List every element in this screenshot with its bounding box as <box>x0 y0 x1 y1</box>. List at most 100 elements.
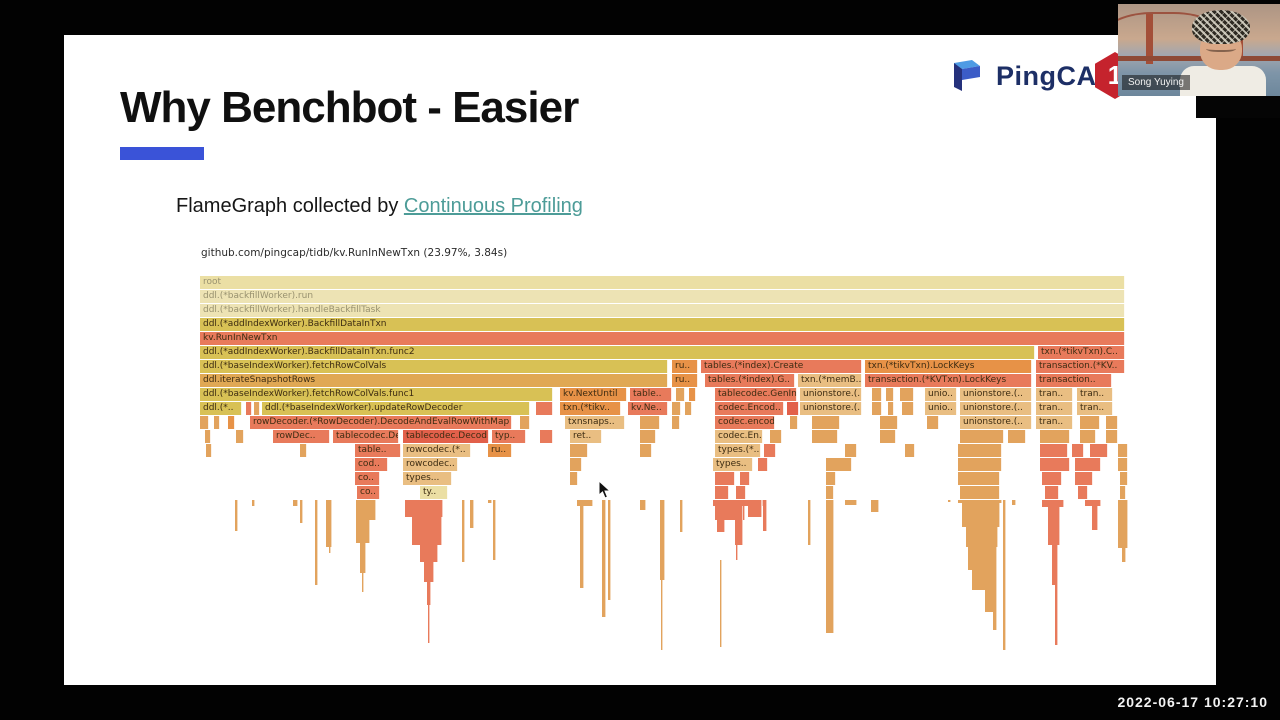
flame-block: ru.. <box>488 444 512 457</box>
flame-block: cod.. <box>354 458 388 471</box>
flame-spike <box>488 500 492 503</box>
flame-block: kv.NextUntil <box>560 388 627 401</box>
flame-block: co.. <box>357 486 380 499</box>
flame-spike <box>493 500 496 560</box>
flame-block <box>1120 486 1126 499</box>
flame-spike <box>580 506 584 588</box>
flame-block <box>672 402 681 415</box>
flame-block: ddl.(*baseIndexWorker).updateRowDecoder <box>262 402 530 415</box>
flame-block <box>1106 430 1118 443</box>
flame-block <box>902 402 914 415</box>
flame-block: types... <box>403 472 452 485</box>
flame-block: transaction.. <box>1036 374 1112 387</box>
flame-spike <box>1042 500 1064 507</box>
flame-block: ddl.(*.. <box>200 402 242 415</box>
flame-block <box>812 416 840 429</box>
flame-block: transaction.(*KVTxn).LockKeys <box>865 374 1032 387</box>
flame-block <box>1080 430 1096 443</box>
pingcap-logo-text: PingCAP <box>996 60 1116 91</box>
flame-spike <box>993 612 997 630</box>
flame-block <box>958 472 1000 485</box>
flame-block <box>960 430 1004 443</box>
flame-block <box>1072 444 1084 457</box>
flame-block: codec.Encod.. <box>715 402 784 415</box>
flame-block <box>1008 430 1026 443</box>
flame-block: tablecodec.GenIn.. <box>715 388 797 401</box>
video-timestamp: 2022-06-17 10:27:10 <box>1117 694 1268 710</box>
flame-block <box>1120 472 1128 485</box>
flame-spike <box>359 543 366 573</box>
flame-spike <box>235 500 238 531</box>
flame-spike <box>720 560 722 647</box>
flame-block: ddl.(*baseIndexWorker).fetchRowColVals <box>200 360 668 373</box>
flame-block <box>540 430 553 443</box>
pingcap-logo: PingCAP <box>948 57 1115 95</box>
flame-block: ddl.(*baseIndexWorker).fetchRowColVals.f… <box>200 388 553 401</box>
flame-spike <box>845 500 857 505</box>
flame-spike <box>1052 545 1058 585</box>
flame-block <box>1040 444 1068 457</box>
flame-block: unionstore.(.. <box>800 402 862 415</box>
title-accent-bar <box>120 147 204 160</box>
flame-spike <box>1055 585 1058 645</box>
mouse-cursor-icon <box>598 481 612 499</box>
flame-spike <box>736 545 738 560</box>
flame-block <box>715 486 729 499</box>
webcam-letterbox <box>1196 96 1280 118</box>
flame-block: unio.. <box>925 402 957 415</box>
flame-block <box>715 472 735 485</box>
flame-spike <box>1122 548 1126 562</box>
flame-block <box>1118 458 1128 471</box>
flame-block <box>787 402 799 415</box>
flame-block <box>1078 486 1088 499</box>
flame-block: txn.(*memB.. <box>798 374 862 387</box>
flame-block <box>880 430 896 443</box>
flame-spike <box>420 545 438 562</box>
flame-block <box>880 416 898 429</box>
flame-block <box>640 416 660 429</box>
flame-block <box>1075 472 1093 485</box>
flame-block <box>826 472 836 485</box>
flame-block <box>958 458 1002 471</box>
flame-block <box>1040 430 1070 443</box>
flame-spike <box>713 500 763 506</box>
flame-block <box>640 430 656 443</box>
flamegraph-caption: github.com/pingcap/tidb/kv.RunInNewTxn (… <box>201 247 508 259</box>
flame-block: tran.. <box>1036 388 1073 401</box>
flame-block <box>227 416 235 429</box>
flame-block: table.. <box>630 388 672 401</box>
flame-spike <box>405 500 443 517</box>
flame-spike <box>871 500 879 512</box>
flame-block <box>1106 416 1118 429</box>
flame-spike <box>356 500 376 520</box>
flame-block <box>1042 472 1062 485</box>
flame-block <box>790 416 798 429</box>
flame-spike <box>470 500 474 528</box>
page-title: Why Benchbot - Easier <box>120 83 579 132</box>
flame-block: tran.. <box>1036 416 1073 429</box>
flame-block <box>1045 486 1059 499</box>
continuous-profiling-link[interactable]: Continuous Profiling <box>403 195 583 217</box>
flame-spike <box>1003 500 1006 650</box>
flame-block <box>213 416 220 429</box>
flame-block: ru.. <box>672 360 698 373</box>
flame-spike <box>660 500 665 580</box>
flame-block <box>905 444 915 457</box>
flame-spike <box>966 527 998 547</box>
flame-spike <box>985 547 997 612</box>
flame-block: ddl.(*addIndexWorker).BackfillDataInTxn.… <box>200 346 1035 359</box>
flame-block <box>845 444 857 457</box>
flame-block <box>958 444 1002 457</box>
flame-spike <box>826 500 834 633</box>
flame-block <box>900 388 914 401</box>
flame-block <box>740 472 750 485</box>
flame-spike <box>717 520 725 532</box>
flame-block: rowcodec.. <box>403 458 458 471</box>
flame-block: txn.(*tikvTxn).C.. <box>1038 346 1125 359</box>
flame-spike <box>661 580 663 650</box>
flame-block <box>888 402 894 415</box>
flame-spike <box>428 605 430 643</box>
flame-block <box>206 444 212 457</box>
bridge-tower <box>1146 14 1153 64</box>
flame-block <box>736 486 746 499</box>
